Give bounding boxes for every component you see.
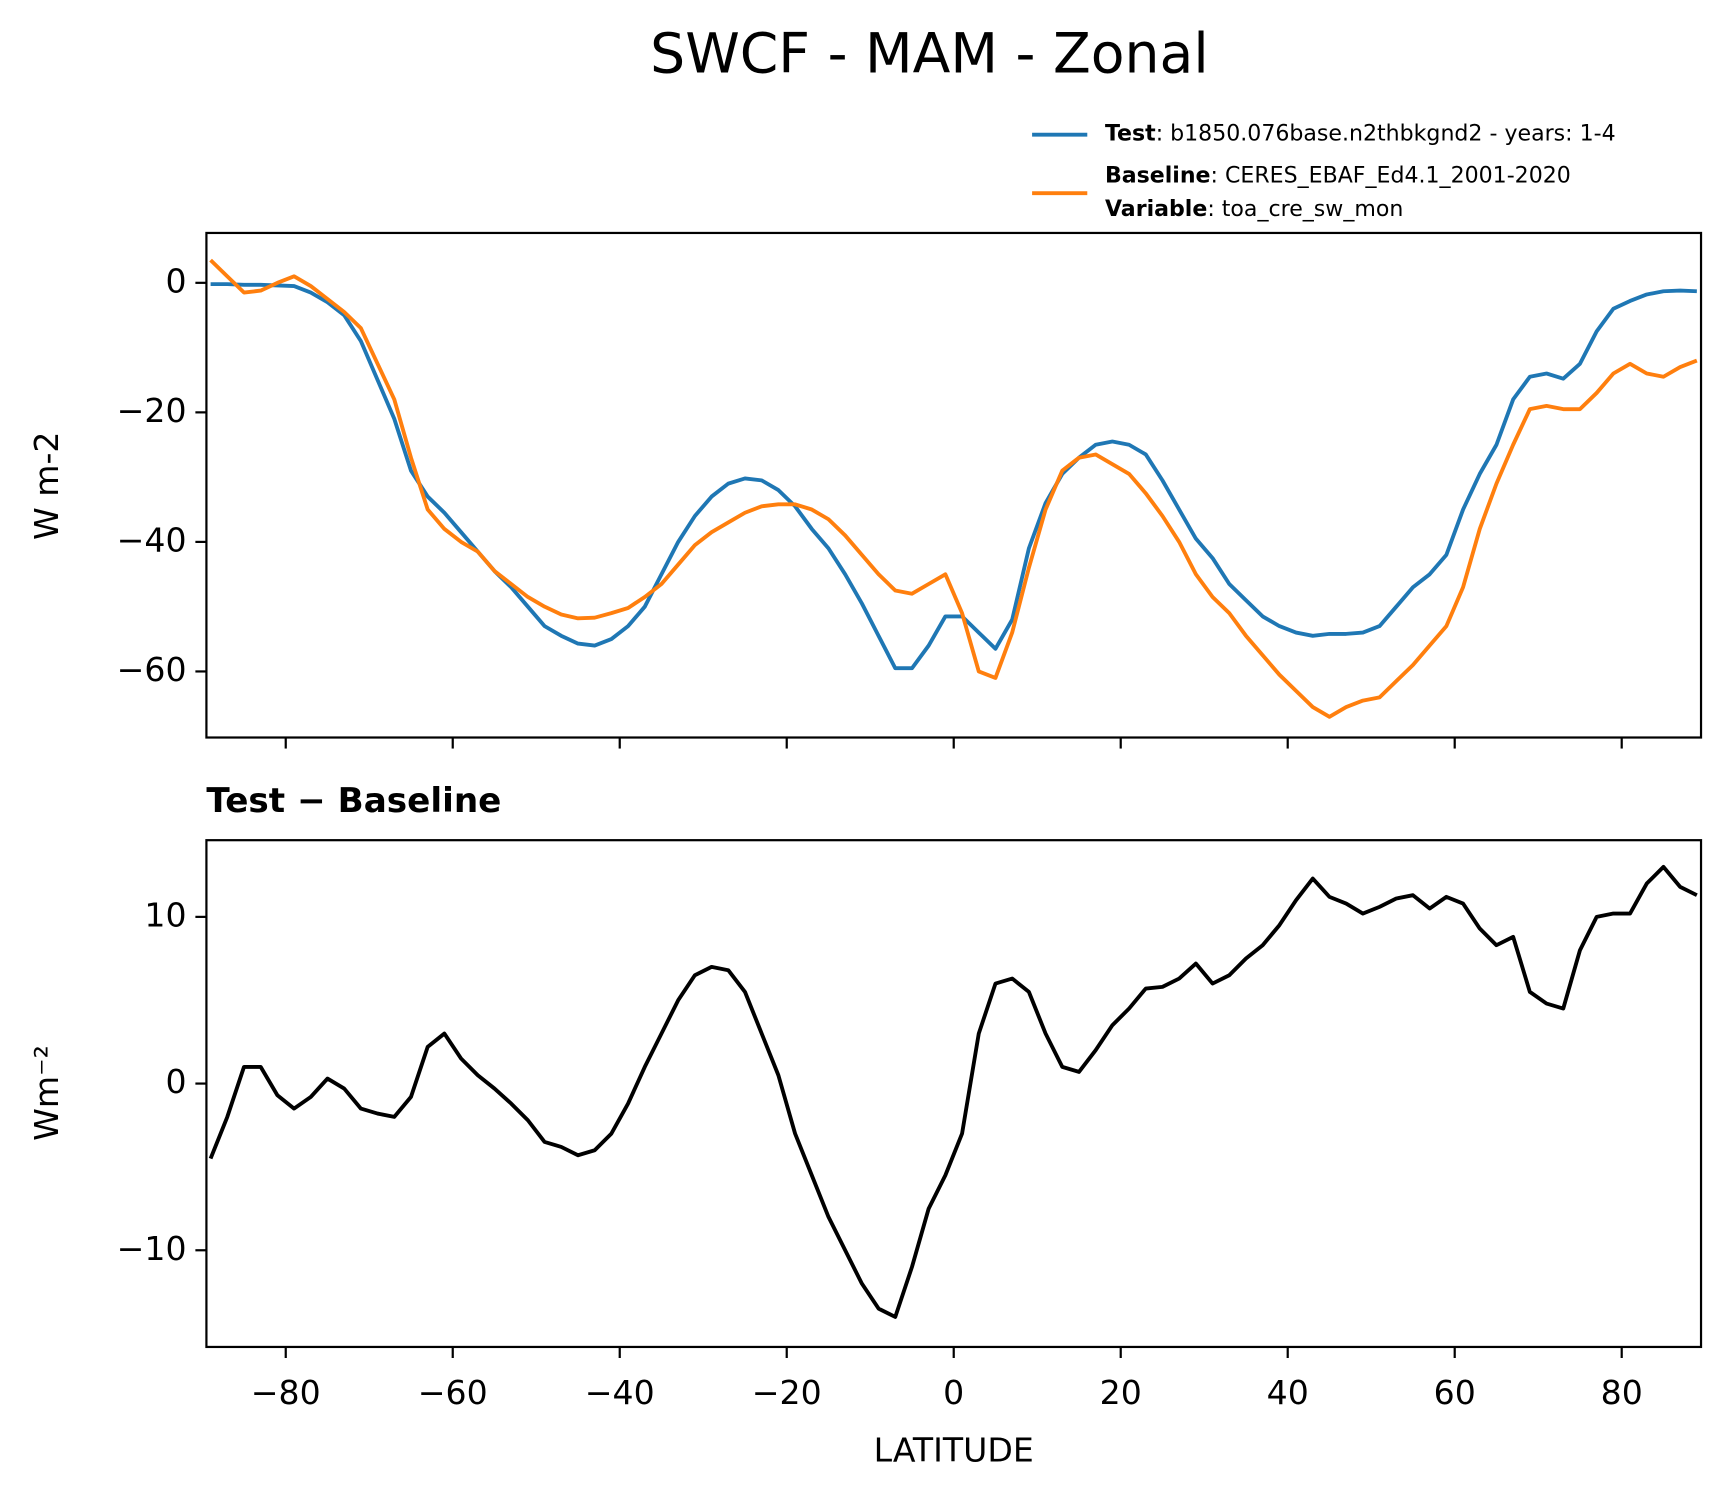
x-tick-label: −40 <box>585 1373 655 1412</box>
x-tick-label: −80 <box>251 1373 321 1412</box>
data-line <box>209 258 1698 719</box>
legend-name: Variable <box>1105 197 1207 222</box>
y-axis-label: W m-2 <box>27 432 66 541</box>
x-tick-label: 20 <box>1100 1373 1142 1412</box>
axes-frame <box>205 839 1703 1349</box>
legend-label: : b1850.076base.n2thbkgnd2 - years: 1-4 <box>1156 122 1616 147</box>
x-tick-label: 80 <box>1601 1373 1643 1412</box>
y-tick-label: −20 <box>117 391 187 430</box>
y-tick-label: 0 <box>165 1062 186 1101</box>
x-tick-label: −20 <box>752 1373 822 1412</box>
x-tick-label: −60 <box>418 1373 488 1412</box>
legend-name: Baseline <box>1105 164 1211 189</box>
y-axis-label: Wm⁻² <box>27 1045 66 1141</box>
y-tick-label: −40 <box>117 520 187 559</box>
legend-name: Test <box>1105 122 1156 147</box>
axes-title: Test − Baseline <box>206 781 501 821</box>
legend-label: : CERES_EBAF_Ed4.1_2001-2020 <box>1211 164 1571 189</box>
axes-frame <box>205 231 1703 739</box>
legend-entry: Test: b1850.076base.n2thbkgnd2 - years: … <box>1105 122 1616 147</box>
data-line <box>210 282 1697 671</box>
legend-entry: Baseline: CERES_EBAF_Ed4.1_2001-2020 <box>1105 164 1571 189</box>
y-tick-label: 0 <box>165 261 186 300</box>
legend-label: : toa_cre_sw_mon <box>1207 197 1403 222</box>
data-line <box>208 864 1698 1319</box>
x-tick-label: 0 <box>943 1373 964 1412</box>
y-tick-label: −10 <box>117 1229 187 1268</box>
x-tick-label: 40 <box>1267 1373 1309 1412</box>
x-tick-label: 60 <box>1434 1373 1476 1412</box>
y-tick-label: −60 <box>117 650 187 689</box>
x-axis-label: LATITUDE <box>874 1430 1034 1469</box>
y-tick-label: 10 <box>144 895 186 934</box>
legend-entry: Variable: toa_cre_sw_mon <box>1105 197 1403 222</box>
figure-title: SWCF - MAM - Zonal <box>650 23 1209 87</box>
